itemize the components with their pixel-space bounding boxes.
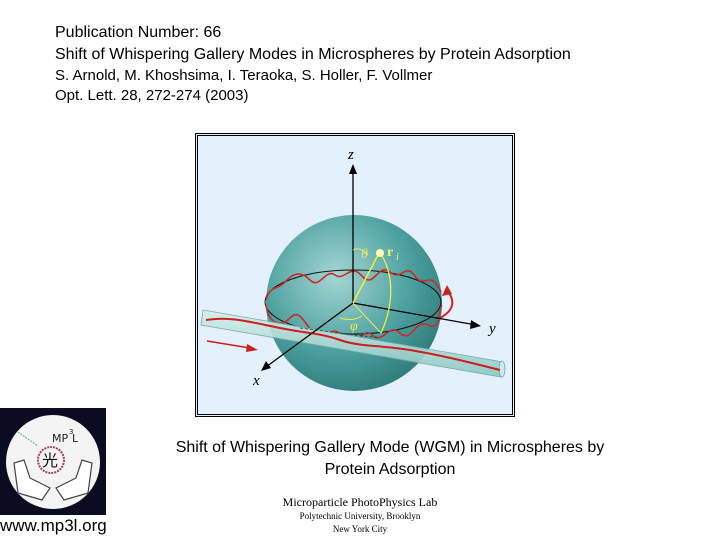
theta-label: θ: [361, 247, 368, 262]
input-arrow-head: [246, 344, 258, 352]
authors: S. Arnold, M. Khoshsima, I. Teraoka, S. …: [55, 67, 433, 84]
lab-name: Microparticle PhotoPhysics Lab: [282, 495, 438, 509]
logo-glyph: 光: [42, 451, 58, 470]
phi-label: φ: [350, 319, 358, 334]
caption: Shift of Whispering Gallery Mode (WGM) i…: [130, 437, 650, 481]
caption-line-1: Shift of Whispering Gallery Mode (WGM) i…: [175, 439, 605, 456]
svg-text:3: 3: [69, 428, 73, 436]
caption-line-2: Protein Adsorption: [324, 461, 456, 478]
z-arrow: [349, 164, 357, 174]
mp3l-logo: MP 3 L 光: [0, 408, 106, 515]
lab-city: New York City: [332, 524, 388, 534]
arrow-head: [442, 285, 452, 296]
y-axis: [352, 302, 477, 326]
x-axis: [265, 302, 354, 368]
r-vector: [352, 252, 380, 304]
r-subscript: i: [396, 252, 399, 263]
publication-title: Shift of Whispering Gallery Modes in Mic…: [55, 46, 571, 63]
x-label: x: [252, 373, 260, 389]
input-arrow: [206, 340, 251, 349]
particle-dot: [376, 249, 384, 257]
projection: [352, 302, 382, 334]
y-label: y: [487, 321, 496, 337]
theta-arc: [352, 248, 369, 256]
x-arrow: [261, 361, 271, 371]
r-label: r: [387, 245, 393, 260]
citation: Opt. Lett. 28, 272-274 (2003): [55, 87, 249, 104]
y-arrow: [470, 320, 481, 329]
fiber-wave: [205, 317, 501, 371]
lab-university: Polytechnic University, Brooklyn: [299, 511, 421, 521]
z-label: z: [347, 147, 354, 163]
svg-text:MP: MP: [52, 432, 68, 445]
publication-number: Publication Number: 66: [55, 24, 222, 41]
phi-arc: [339, 315, 363, 321]
wgm-diagram: z y x θ φ r i: [195, 133, 515, 417]
svg-text:L: L: [72, 432, 79, 445]
website-link[interactable]: www.mp3l.org: [0, 516, 107, 535]
hidden-equator: [299, 327, 381, 339]
meridian: [379, 252, 392, 334]
diagram-svg: z y x θ φ r i: [200, 147, 506, 391]
